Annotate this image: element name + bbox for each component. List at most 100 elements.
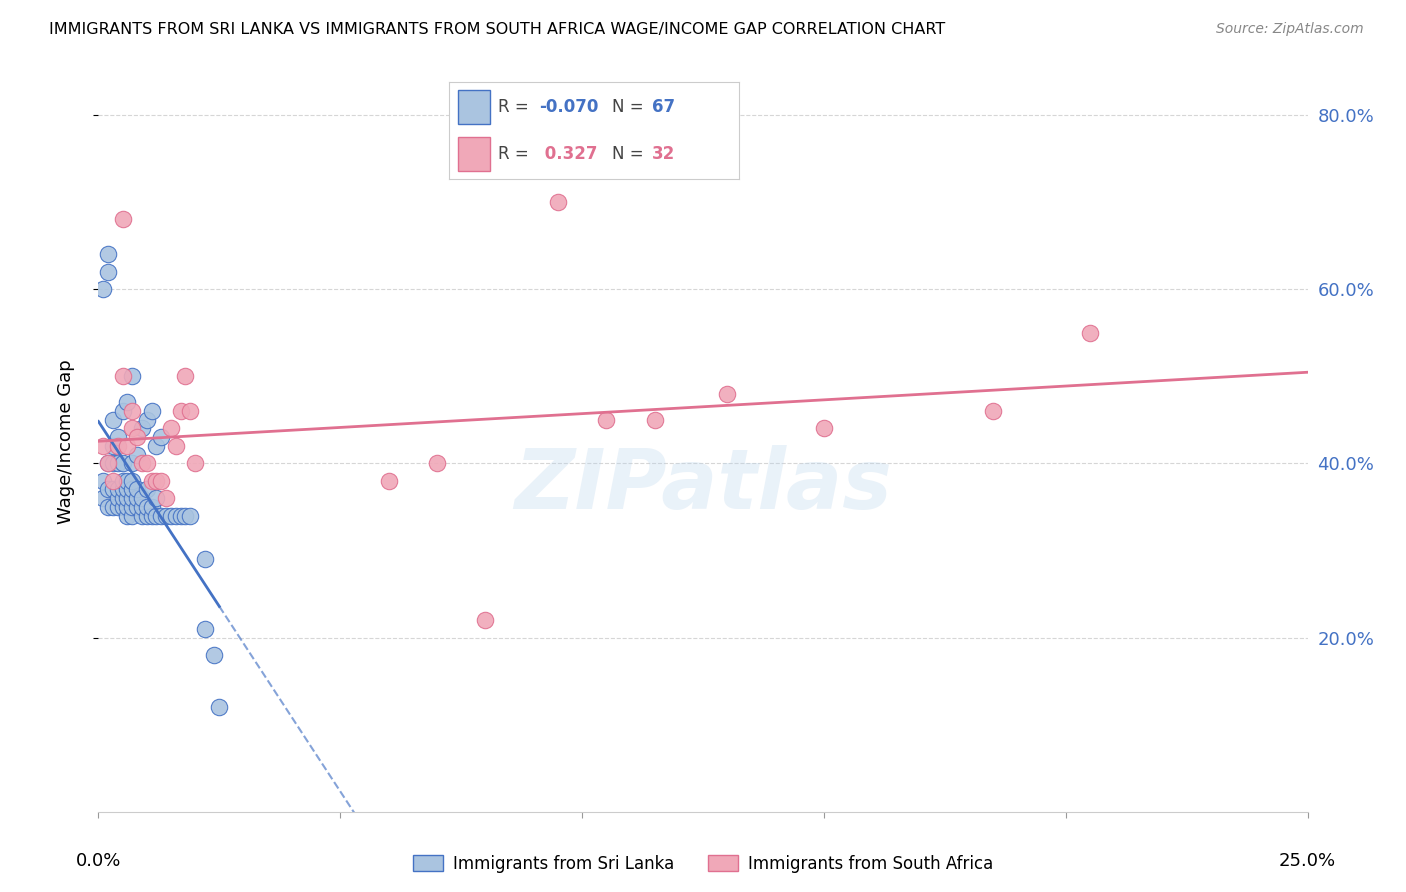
Point bbox=[813, 421, 835, 435]
Point bbox=[121, 421, 143, 435]
Point bbox=[155, 491, 177, 505]
Point bbox=[91, 282, 114, 296]
Point bbox=[111, 500, 134, 514]
Text: Source: ZipAtlas.com: Source: ZipAtlas.com bbox=[1216, 22, 1364, 37]
Point bbox=[150, 474, 173, 488]
Point bbox=[204, 648, 226, 662]
Point bbox=[101, 500, 124, 514]
Point bbox=[91, 474, 114, 488]
Point bbox=[121, 474, 143, 488]
Point bbox=[174, 369, 197, 384]
Point bbox=[644, 413, 666, 427]
Point bbox=[131, 508, 153, 523]
Y-axis label: Wage/Income Gap: Wage/Income Gap bbox=[56, 359, 75, 524]
Point bbox=[179, 404, 201, 418]
Point bbox=[107, 491, 129, 505]
Point bbox=[127, 448, 149, 462]
Point bbox=[474, 613, 496, 627]
Point bbox=[141, 404, 163, 418]
Point bbox=[595, 413, 617, 427]
Point bbox=[127, 500, 149, 514]
Point bbox=[121, 491, 143, 505]
Point bbox=[117, 395, 139, 409]
Point bbox=[121, 508, 143, 523]
Point bbox=[141, 500, 163, 514]
Point bbox=[101, 413, 124, 427]
Point bbox=[135, 483, 157, 497]
Point bbox=[97, 247, 120, 261]
Point bbox=[135, 500, 157, 514]
Point bbox=[426, 456, 449, 470]
Point bbox=[141, 508, 163, 523]
Point bbox=[194, 622, 217, 636]
Point bbox=[107, 500, 129, 514]
Point bbox=[121, 404, 143, 418]
Point bbox=[160, 421, 183, 435]
Point bbox=[179, 508, 201, 523]
Point bbox=[117, 439, 139, 453]
Point bbox=[107, 483, 129, 497]
Point bbox=[169, 508, 191, 523]
Point bbox=[127, 483, 149, 497]
Text: ZIPatlas: ZIPatlas bbox=[515, 445, 891, 526]
Point bbox=[716, 386, 738, 401]
Legend: Immigrants from Sri Lanka, Immigrants from South Africa: Immigrants from Sri Lanka, Immigrants fr… bbox=[406, 848, 1000, 880]
Point bbox=[145, 474, 167, 488]
Point bbox=[141, 474, 163, 488]
Point bbox=[121, 500, 143, 514]
Point bbox=[117, 491, 139, 505]
Point bbox=[377, 474, 399, 488]
Point bbox=[111, 456, 134, 470]
Point bbox=[165, 508, 187, 523]
Point bbox=[131, 500, 153, 514]
Point bbox=[155, 508, 177, 523]
Point bbox=[547, 194, 569, 209]
Point bbox=[97, 500, 120, 514]
Point bbox=[117, 474, 139, 488]
Point bbox=[97, 265, 120, 279]
Text: 0.0%: 0.0% bbox=[76, 853, 121, 871]
Text: IMMIGRANTS FROM SRI LANKA VS IMMIGRANTS FROM SOUTH AFRICA WAGE/INCOME GAP CORREL: IMMIGRANTS FROM SRI LANKA VS IMMIGRANTS … bbox=[49, 22, 945, 37]
Point bbox=[135, 508, 157, 523]
Point bbox=[135, 456, 157, 470]
Point bbox=[111, 404, 134, 418]
Point bbox=[184, 456, 207, 470]
Point bbox=[101, 474, 124, 488]
Point bbox=[111, 483, 134, 497]
Point bbox=[135, 413, 157, 427]
Point bbox=[194, 552, 217, 566]
Point bbox=[97, 456, 120, 470]
Point bbox=[145, 439, 167, 453]
Point bbox=[117, 500, 139, 514]
Point bbox=[107, 456, 129, 470]
Point bbox=[97, 456, 120, 470]
Point bbox=[111, 369, 134, 384]
Point bbox=[169, 404, 191, 418]
Point bbox=[145, 491, 167, 505]
Point bbox=[981, 404, 1004, 418]
Point bbox=[131, 421, 153, 435]
Point bbox=[111, 474, 134, 488]
Point bbox=[121, 456, 143, 470]
Point bbox=[150, 430, 173, 444]
Point bbox=[165, 439, 187, 453]
Point bbox=[107, 430, 129, 444]
Point bbox=[145, 508, 167, 523]
Point bbox=[101, 456, 124, 470]
Point bbox=[107, 439, 129, 453]
Point bbox=[117, 508, 139, 523]
Point bbox=[131, 491, 153, 505]
Point bbox=[117, 483, 139, 497]
Point bbox=[160, 508, 183, 523]
Point bbox=[174, 508, 197, 523]
Point bbox=[1078, 326, 1101, 340]
Point bbox=[208, 700, 231, 714]
Text: 25.0%: 25.0% bbox=[1279, 853, 1336, 871]
Point bbox=[97, 483, 120, 497]
Point bbox=[131, 456, 153, 470]
Point bbox=[91, 439, 114, 453]
Point bbox=[111, 491, 134, 505]
Point bbox=[101, 483, 124, 497]
Point bbox=[91, 491, 114, 505]
Point bbox=[150, 508, 173, 523]
